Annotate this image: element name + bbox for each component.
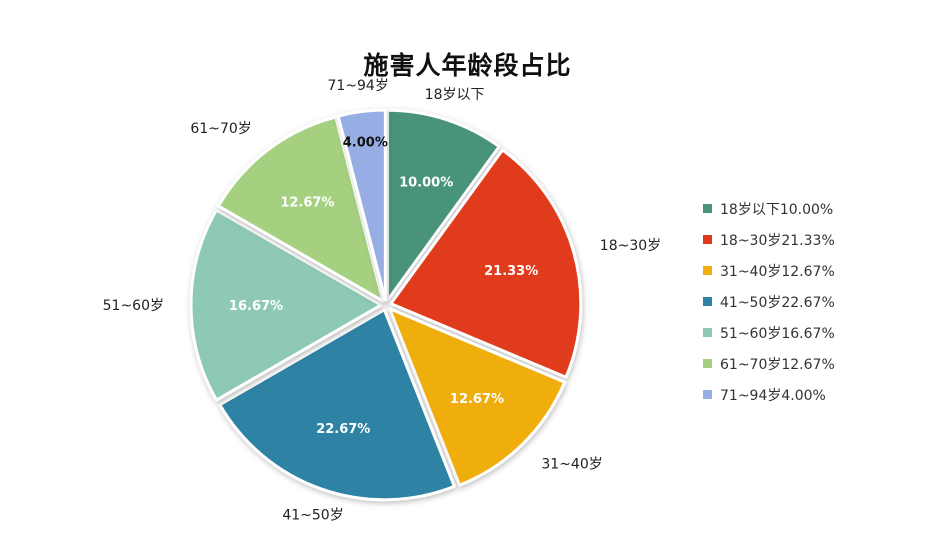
legend-swatch-3 <box>703 266 712 275</box>
legend-swatch-2 <box>703 235 712 244</box>
slice-value-label-2: 21.33% <box>484 264 538 279</box>
legend-item-4: 41~50岁22.67% <box>703 286 903 317</box>
pie-slice-6 <box>216 115 385 303</box>
legend-label-7: 71~94岁4.00% <box>720 387 826 404</box>
legend-item-7: 71~94岁4.00% <box>703 379 903 410</box>
pie-slice-1 <box>386 108 501 302</box>
slice-category-label-3: 31~40岁 <box>541 457 602 473</box>
slice-category-label-1: 18岁以下 <box>425 87 485 103</box>
legend-label-2: 18~30岁21.33% <box>720 232 835 249</box>
slice-category-label-6: 61~70岁 <box>190 121 251 137</box>
legend-item-1: 18岁以下10.00% <box>703 193 903 224</box>
legend-item-5: 51~60岁16.67% <box>703 317 903 348</box>
slice-value-label-3: 12.67% <box>450 392 504 407</box>
legend-label-3: 31~40岁12.67% <box>720 263 835 280</box>
legend-swatch-1 <box>703 204 712 213</box>
pie-slice-7 <box>336 108 387 302</box>
legend-swatch-5 <box>703 328 712 337</box>
pie-slice-3 <box>388 307 567 487</box>
legend-item-3: 31~40岁12.67% <box>703 255 903 286</box>
slice-category-label-4: 41~50岁 <box>282 508 343 524</box>
legend-item-6: 61~70岁12.67% <box>703 348 903 379</box>
legend-swatch-4 <box>703 297 712 306</box>
slice-category-label-5: 51~60岁 <box>103 298 164 314</box>
pie-labels: 10.00% 18岁以下 21.33% 18~30岁 12.67% 31~40岁 22.67… <box>103 78 662 524</box>
pie-slice-2 <box>389 148 583 379</box>
pie-slice-5 <box>189 208 383 402</box>
slice-value-label-6: 12.67% <box>280 195 334 210</box>
slice-category-label-7: 71~94岁 <box>327 78 388 94</box>
slice-value-label-4: 22.67% <box>316 422 370 437</box>
legend-label-4: 41~50岁22.67% <box>720 294 835 311</box>
pie-slice-4 <box>218 308 456 502</box>
slice-category-label-2: 18~30岁 <box>600 238 661 254</box>
legend-swatch-6 <box>703 359 712 368</box>
pie-slices <box>189 108 583 502</box>
legend-label-5: 51~60岁16.67% <box>720 325 835 342</box>
legend-item-2: 18~30岁21.33% <box>703 224 903 255</box>
chart-title: 施害人年龄段占比 <box>363 51 572 80</box>
slice-value-label-7: 4.00% <box>343 135 388 150</box>
legend-label-1: 18岁以下10.00% <box>720 201 834 218</box>
legend-label-6: 61~70岁12.67% <box>720 356 835 373</box>
legend-swatch-7 <box>703 390 712 399</box>
slice-value-label-1: 10.00% <box>399 175 453 190</box>
chart-legend: 18岁以下10.00% 18~30岁21.33% 31~40岁12.67% 41~50… <box>703 193 903 410</box>
slice-value-label-5: 16.67% <box>229 299 283 314</box>
